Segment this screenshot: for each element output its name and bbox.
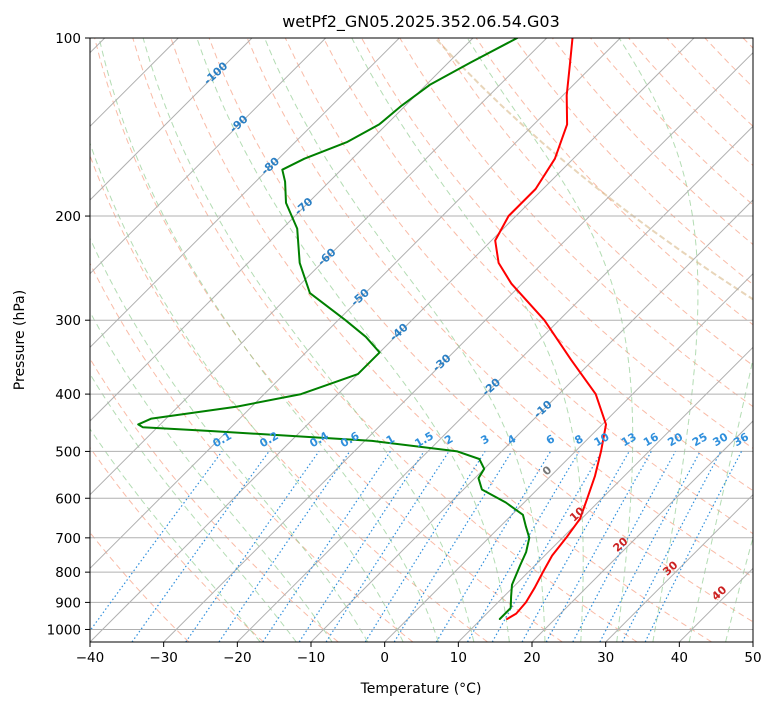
x-tick-label: 0 [380,650,389,666]
x-axis-label: Temperature (°C) [360,681,482,697]
y-tick-label: 800 [55,565,81,581]
x-tick-label: 10 [450,650,467,666]
y-tick-label: 1000 [47,622,81,638]
x-tick-label: 20 [523,650,540,666]
y-tick-label: 100 [55,31,81,47]
y-tick-label: 400 [55,387,81,403]
y-tick-label: 500 [55,444,81,460]
x-tick-label: 40 [671,650,688,666]
x-tick-label: 50 [744,650,761,666]
chart-title: wetPf2_GN05.2025.352.06.54.G03 [282,12,560,32]
y-axis-label: Pressure (hPa) [12,290,28,390]
x-tick-label: −40 [76,650,105,666]
plot-background [90,38,753,642]
isotherm [753,38,775,642]
x-tick-label: 30 [597,650,614,666]
y-tick-label: 300 [55,313,81,329]
x-tick-label: −30 [149,650,178,666]
y-tick-label: 200 [55,209,81,225]
x-tick-label: −20 [223,650,252,666]
y-tick-label: 700 [55,531,81,547]
y-tick-label: 900 [55,595,81,611]
y-tick-label: 600 [55,491,81,507]
x-tick-label: −10 [297,650,326,666]
